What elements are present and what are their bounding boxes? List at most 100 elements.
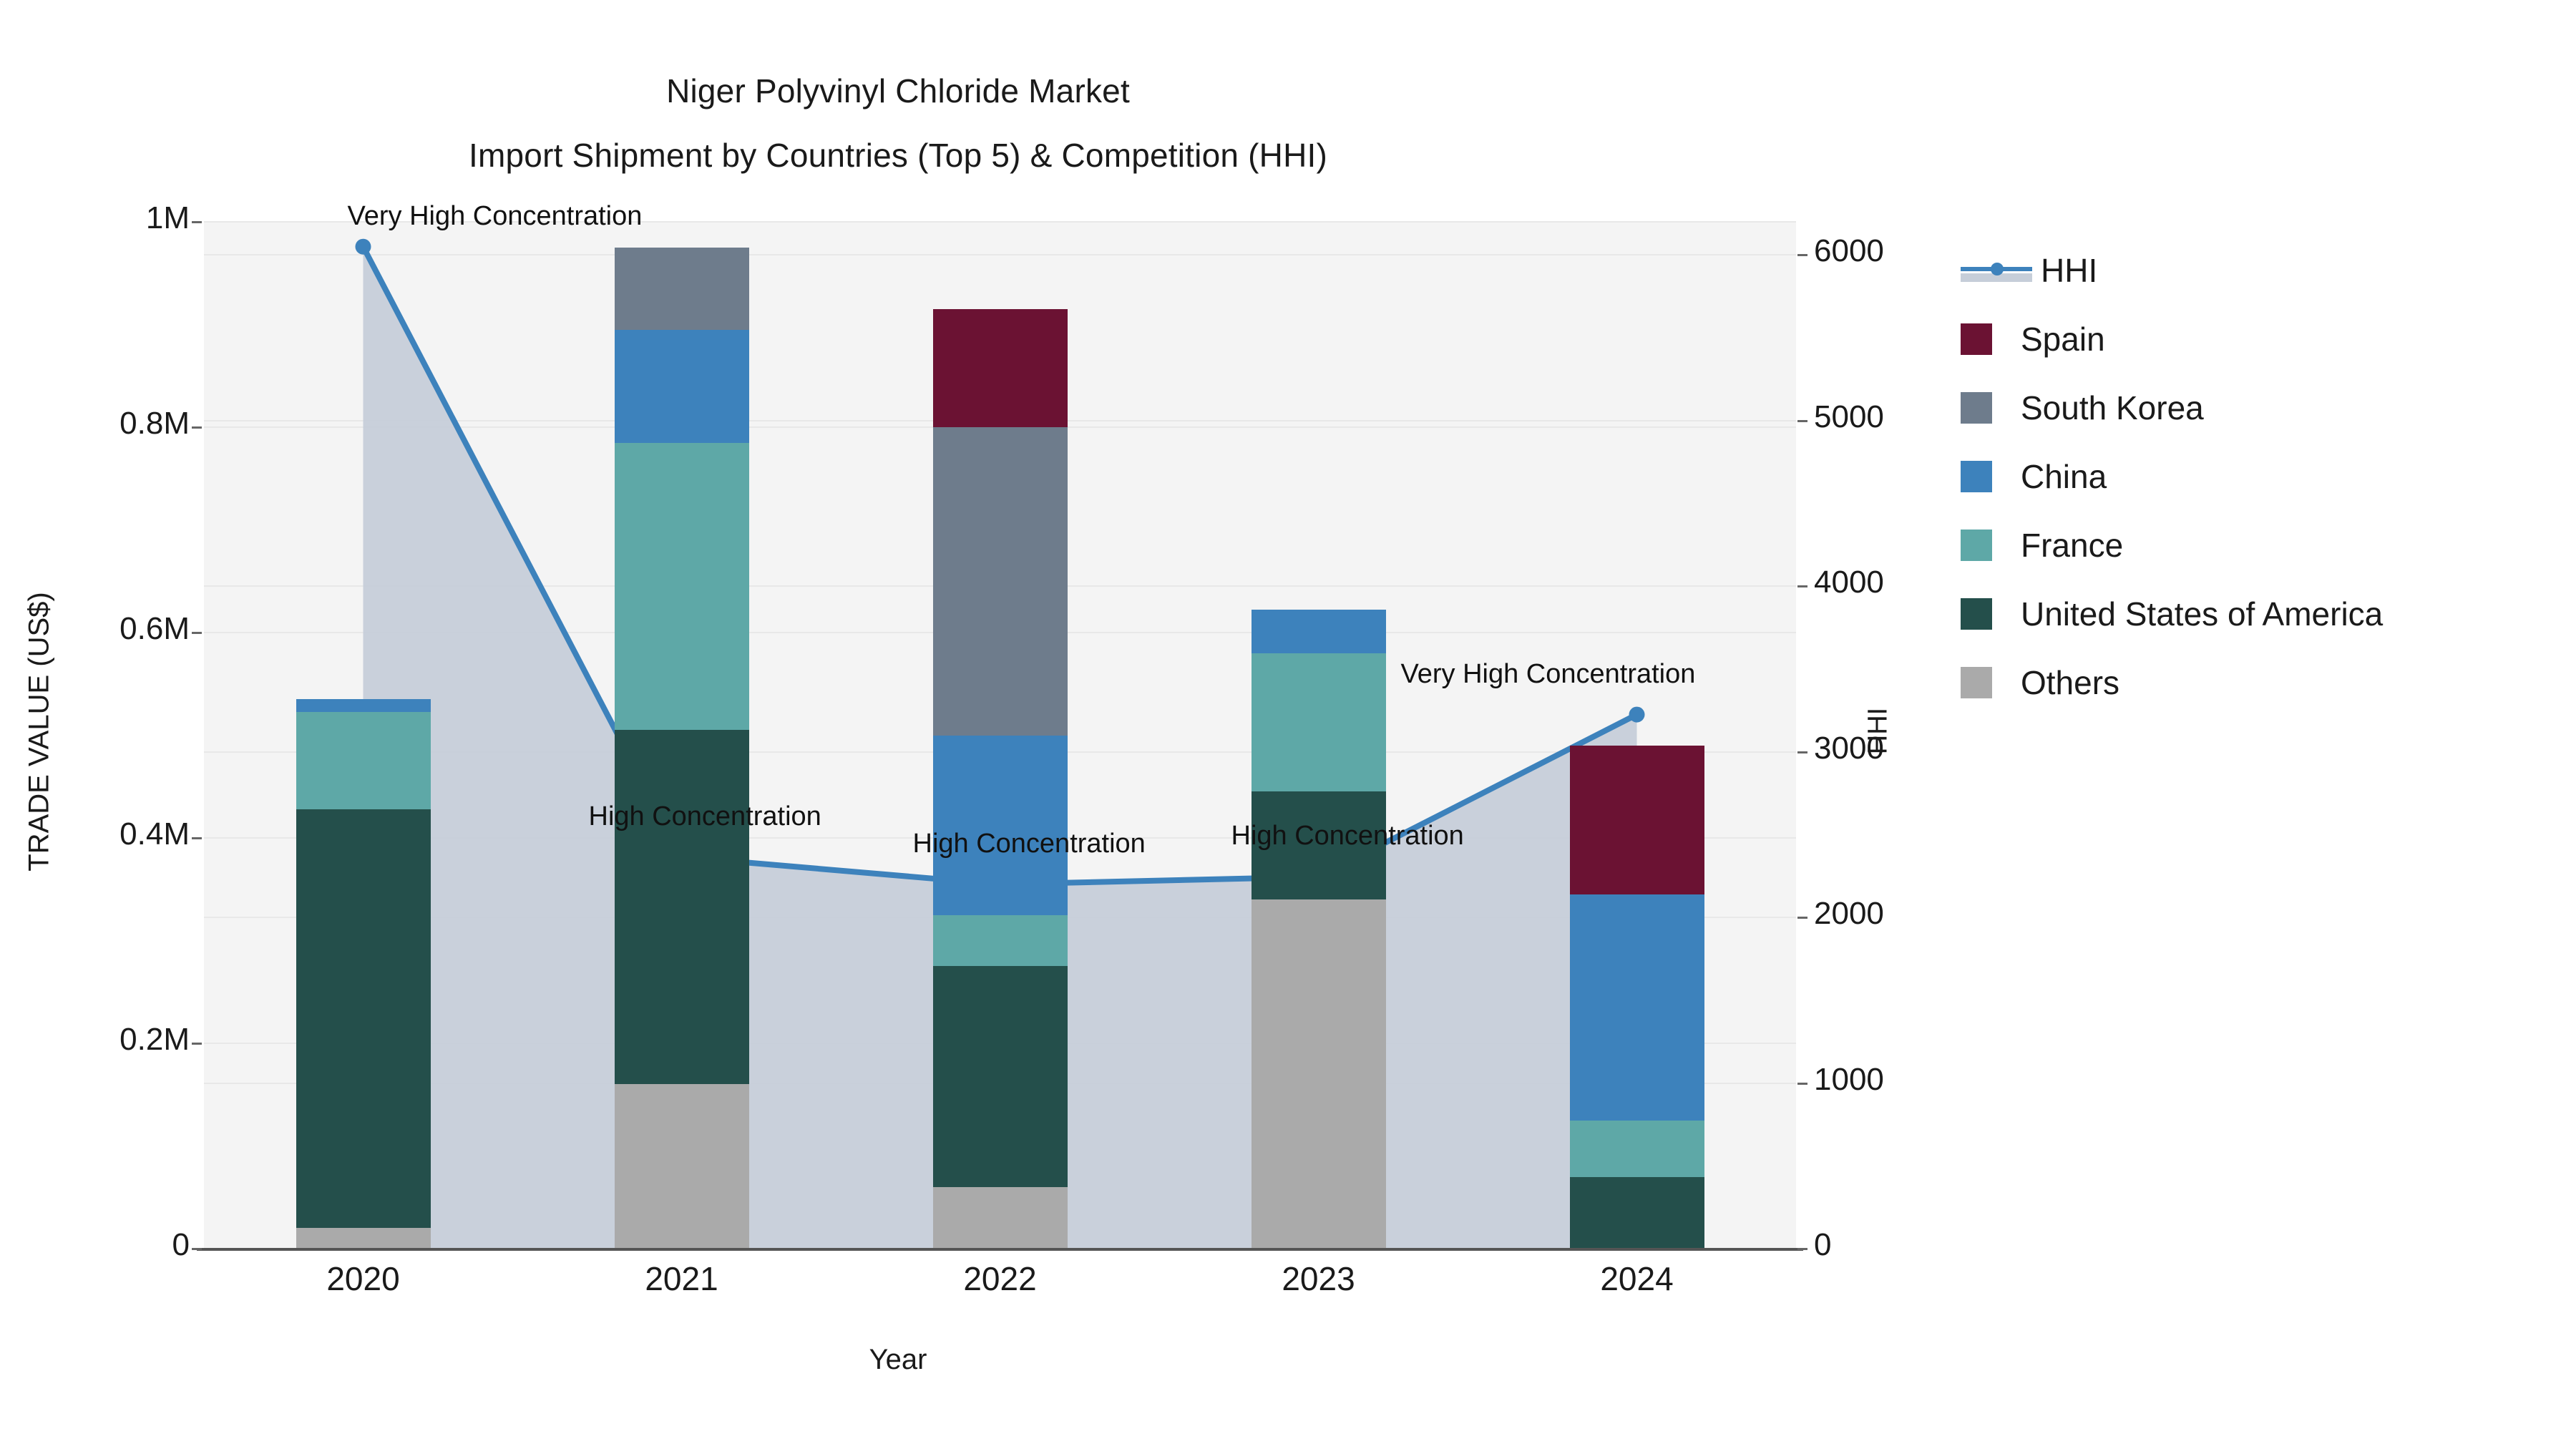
bar-segment[interactable] <box>932 427 1068 736</box>
bar-segment[interactable] <box>1251 653 1386 792</box>
y-axis-right-tick-label: 0 <box>1814 1227 1832 1262</box>
x-axis-tick-label-2024: 2024 <box>1600 1260 1674 1297</box>
y-axis-right-tick-mark <box>1797 917 1807 919</box>
hhi-point-2020[interactable] <box>355 238 371 255</box>
bar-segment[interactable] <box>614 730 749 1085</box>
bar-stack-2024[interactable] <box>1569 222 1704 1249</box>
y-axis-left-title: TRADE VALUE (US$) <box>23 592 55 872</box>
hhi-annotation-2021: High Concentration <box>588 801 821 831</box>
bar-segment[interactable] <box>296 809 431 1229</box>
y-axis-right-tick-mark <box>1797 419 1807 422</box>
bar-segment[interactable] <box>1569 745 1704 894</box>
y-axis-left-tick-mark <box>192 837 202 839</box>
legend-item-france[interactable]: France <box>1961 511 2562 580</box>
bar-stack-2023[interactable] <box>1251 222 1386 1249</box>
y-axis-left-tick-mark <box>192 1248 202 1250</box>
hhi-point-2024[interactable] <box>1629 706 1645 723</box>
legend-item-label: China <box>2021 458 2107 495</box>
y-axis-left-tick-mark <box>192 426 202 429</box>
gridline <box>204 254 1796 256</box>
y-axis-right-tick-label: 6000 <box>1814 233 1884 269</box>
y-axis-left-tick-mark <box>192 221 202 223</box>
legend-item-label: France <box>2021 527 2124 564</box>
legend-item-united-states-of-america[interactable]: United States of America <box>1961 580 2562 648</box>
legend-item-hhi[interactable]: HHI <box>1961 236 2562 305</box>
plot-area <box>204 221 1796 1249</box>
y-axis-right-tick-label: 2000 <box>1814 896 1884 932</box>
y-axis-right-tick-label: 3000 <box>1814 730 1884 766</box>
bar-segment[interactable] <box>932 1186 1068 1249</box>
hhi-annotation-2020: Very High Concentration <box>347 200 643 231</box>
legend-item-label: Others <box>2021 664 2120 701</box>
bar-segment[interactable] <box>614 329 749 443</box>
bar-segment[interactable] <box>1251 791 1386 900</box>
y-axis-left-tick-mark <box>192 632 202 634</box>
x-axis-tick-label-2020: 2020 <box>326 1260 400 1297</box>
legend-item-label: United States of America <box>2021 595 2384 633</box>
legend-color-swatch <box>1961 461 1992 492</box>
y-axis-left-tick-label: 0.4M <box>119 816 190 852</box>
y-axis-left-tick-mark <box>192 1043 202 1045</box>
x-axis-line <box>197 1248 1803 1251</box>
legend-color-swatch <box>1961 392 1992 424</box>
bar-stack-2022[interactable] <box>932 222 1068 1249</box>
hhi-annotation-2023: High Concentration <box>1231 821 1464 852</box>
y-axis-right-tick-mark <box>1797 254 1807 257</box>
y-axis-right-tick-mark <box>1797 1248 1807 1250</box>
bar-segment[interactable] <box>614 442 749 731</box>
legend-item-south-korea[interactable]: South Korea <box>1961 374 2562 442</box>
bar-segment[interactable] <box>932 735 1068 915</box>
y-axis-left-tick-label: 0 <box>172 1227 190 1262</box>
y-axis-right-tick-label: 5000 <box>1814 399 1884 434</box>
bar-segment[interactable] <box>1251 899 1386 1249</box>
y-axis-left-tick-label: 0.2M <box>119 1022 190 1057</box>
y-axis-left-tick-label: 0.6M <box>119 611 190 646</box>
x-axis-tick-label-2021: 2021 <box>645 1260 718 1297</box>
legend-item-label: South Korea <box>2021 389 2204 426</box>
y-axis-right-title: HHI <box>1863 707 1893 755</box>
chart-title: Niger Polyvinyl Chloride Market Import S… <box>0 59 1796 187</box>
gridline <box>204 221 1796 223</box>
bar-segment[interactable] <box>1569 1176 1704 1249</box>
legend-line-icon <box>1961 255 2032 286</box>
bar-segment[interactable] <box>614 247 749 330</box>
legend-marker-dot-icon <box>1991 263 2004 275</box>
bar-segment[interactable] <box>932 914 1068 967</box>
legend-item-others[interactable]: Others <box>1961 648 2562 717</box>
bar-segment[interactable] <box>614 1084 749 1249</box>
bar-segment[interactable] <box>1569 894 1704 1121</box>
legend-color-swatch <box>1961 323 1992 355</box>
x-axis-tick-label-2023: 2023 <box>1282 1260 1355 1297</box>
x-axis-title: Year <box>869 1344 927 1375</box>
bar-segment[interactable] <box>296 711 431 809</box>
bar-segment[interactable] <box>932 966 1068 1187</box>
legend-item-china[interactable]: China <box>1961 442 2562 511</box>
y-axis-left-tick-label: 1M <box>145 200 190 235</box>
hhi-annotation-2024: Very High Concentration <box>1400 658 1696 689</box>
legend-area-swatch <box>1961 273 2032 282</box>
hhi-annotation-2022: High Concentration <box>912 828 1146 859</box>
legend-color-swatch <box>1961 530 1992 561</box>
y-axis-right-tick-mark <box>1797 1082 1807 1085</box>
y-axis-right-tick-mark <box>1797 585 1807 588</box>
legend-item-label: HHI <box>2041 252 2098 289</box>
bar-segment[interactable] <box>1569 1120 1704 1177</box>
legend-item-spain[interactable]: Spain <box>1961 305 2562 374</box>
bar-stack-2021[interactable] <box>614 222 749 1249</box>
bar-stack-2020[interactable] <box>296 222 431 1249</box>
bar-segment[interactable] <box>1251 610 1386 653</box>
legend-color-swatch <box>1961 598 1992 630</box>
legend-item-label: Spain <box>2021 321 2105 358</box>
y-axis-right-tick-label: 1000 <box>1814 1061 1884 1097</box>
x-axis-tick-label-2022: 2022 <box>963 1260 1037 1297</box>
y-axis-right-tick-label: 4000 <box>1814 565 1884 600</box>
y-axis-right-tick-mark <box>1797 751 1807 753</box>
legend-color-swatch <box>1961 667 1992 698</box>
chart-legend: HHI Spain South Korea China France United Sta… <box>1961 236 2562 717</box>
y-axis-left-tick-label: 0.8M <box>119 406 190 441</box>
chart-title-line1: Niger Polyvinyl Chloride Market <box>666 72 1130 109</box>
bar-segment[interactable] <box>932 308 1068 427</box>
bar-segment[interactable] <box>296 1228 431 1249</box>
bar-segment[interactable] <box>296 699 431 712</box>
